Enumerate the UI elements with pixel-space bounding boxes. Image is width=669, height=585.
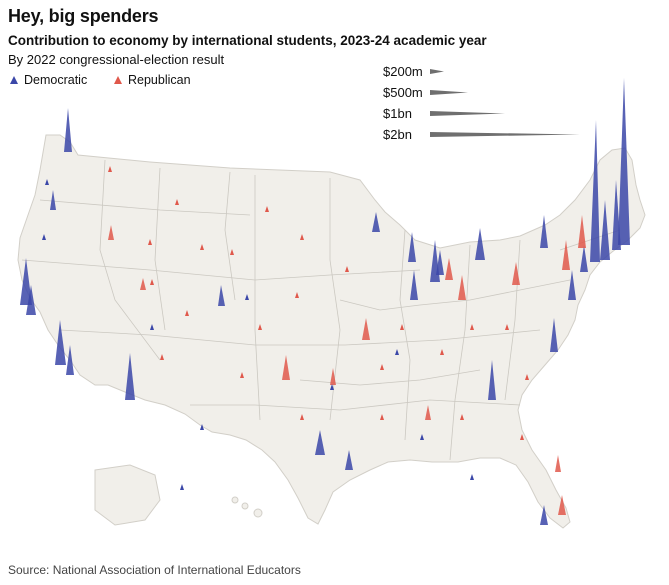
spike-boston <box>618 78 630 245</box>
republican-triangle-icon <box>114 76 122 84</box>
spike-upstate-ny <box>540 215 548 248</box>
spike-la-2 <box>66 345 74 375</box>
legend-republican: Republican <box>114 73 191 87</box>
chart-subtitle: Contribution to economy by international… <box>8 33 487 48</box>
spike-utah <box>140 278 146 290</box>
legend-republican-label: Republican <box>128 73 191 87</box>
spike-colorado <box>218 285 225 306</box>
size-wedge-500m <box>430 90 468 95</box>
spike-missouri <box>362 318 370 340</box>
spike-bay-area-2 <box>26 285 36 315</box>
size-wedge-2bn <box>430 132 580 137</box>
contiguous-us-landmass <box>17 134 646 529</box>
small-markers <box>42 166 529 490</box>
spike-madison <box>408 232 416 262</box>
spike-portland <box>50 190 56 210</box>
spike-atlanta <box>488 360 496 400</box>
spike-new-york <box>590 120 600 262</box>
source-note: Source: National Association of Internat… <box>8 563 301 577</box>
spike-los-angeles <box>55 320 66 365</box>
spike-arkansas <box>330 368 336 385</box>
spike-new-york-2 <box>600 200 610 260</box>
spike-miami <box>540 505 548 525</box>
chart-title: Hey, big spenders <box>8 6 159 26</box>
size-wedge-200m <box>430 69 444 74</box>
spike-minneapolis <box>372 212 380 232</box>
size-legend-label: $2bn <box>383 127 412 142</box>
size-legend-label: $1bn <box>383 106 412 121</box>
spike-oklahoma <box>282 355 290 380</box>
spike-indiana-2 <box>458 275 466 300</box>
spike-north-carolina <box>550 318 558 352</box>
legend-democratic: Democratic <box>10 73 87 87</box>
district-boundaries <box>21 159 621 461</box>
legend-democratic-label: Democratic <box>24 73 88 87</box>
alaska-shape <box>94 464 161 526</box>
spike-michigan <box>475 228 485 260</box>
spike-bay-area <box>20 258 32 305</box>
spike-ohio <box>512 262 520 285</box>
spike-alabama <box>425 405 431 420</box>
spike-chicago-2 <box>436 250 444 275</box>
spike-pennsylvania <box>562 240 570 270</box>
chart-subtitle-2: By 2022 congressional-election result <box>8 52 225 67</box>
democratic-triangle-icon <box>10 76 18 84</box>
spike-south-florida <box>558 495 566 515</box>
size-legend-label: $200m <box>383 64 423 79</box>
spike-dc <box>568 270 576 300</box>
size-legend-wedges <box>430 69 580 137</box>
spike-florida <box>555 455 561 472</box>
spike-illinois <box>410 270 418 300</box>
size-legend-label: $500m <box>383 85 423 100</box>
democratic-spikes <box>20 78 630 525</box>
republican-spikes <box>108 215 586 515</box>
spike-san-diego-area <box>125 353 135 400</box>
spike-seattle <box>64 108 72 152</box>
spike-ny-rep <box>578 215 586 248</box>
hawaii-islands <box>231 496 263 518</box>
spike-indiana <box>445 258 453 280</box>
spike-dallas <box>315 430 325 455</box>
spike-houston <box>345 450 353 470</box>
spike-philadelphia <box>580 245 588 272</box>
spike-idaho <box>108 225 114 240</box>
size-wedge-1bn <box>430 111 505 116</box>
